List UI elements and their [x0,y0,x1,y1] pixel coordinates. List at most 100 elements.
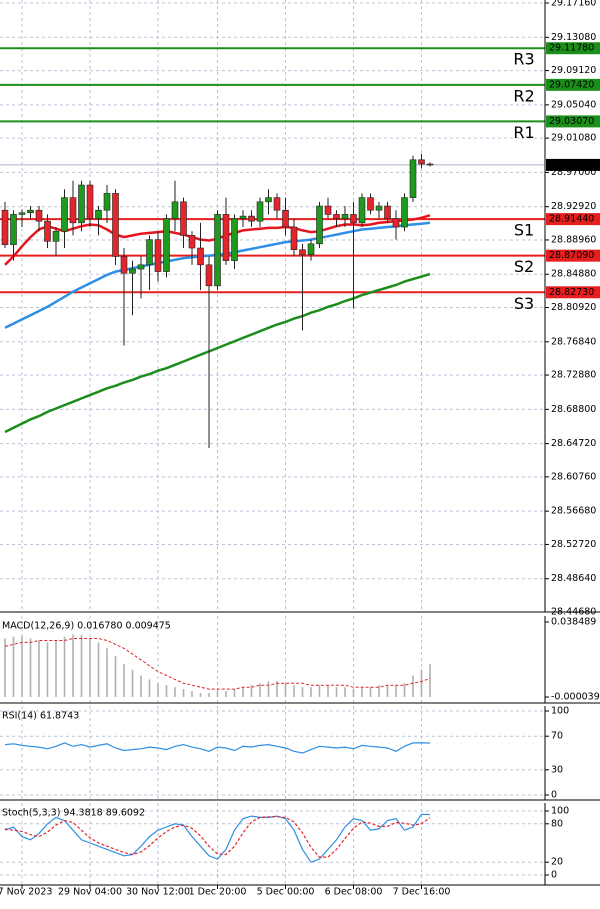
candle-body [418,159,425,165]
candle-body [112,193,119,257]
macd-bar [293,685,295,697]
y-tick-label: 0.038489 [551,617,596,628]
macd-bar [29,638,32,697]
macd-bar [242,687,244,697]
panel-title: MACD(12,26,9) 0.016780 0.009475 [2,621,171,632]
macd-bar [250,685,253,697]
candle-body [358,197,366,224]
y-tick-label: 100 [551,706,569,717]
level-price-box [546,42,600,55]
x-tick-label: 30 Nov 12:00 [126,887,190,898]
candle-body [426,163,434,166]
candle-body [231,218,238,261]
candle-body [265,197,272,203]
macd-bar [395,685,397,697]
macd-bar [361,687,363,697]
macd-bar [284,683,287,697]
y-tick-label: 28.72880 [551,370,596,381]
macd-bar [378,685,380,697]
candle-body [154,239,162,272]
x-tick-label: 6 Dec 08:00 [325,887,383,898]
y-tick-label: 28.76840 [551,336,596,347]
candle-body [18,212,26,215]
level-name: R2 [513,86,534,105]
level-price-label: 28.82730 [549,287,594,298]
candle-body [307,243,315,256]
y-tick-label: 20 [551,857,563,868]
level-price-label: 29.03070 [549,116,594,127]
macd-bar [38,640,40,697]
y-tick-label: 29.17160 [551,0,596,9]
macd-bar [301,687,304,697]
level-name: S3 [514,294,534,313]
candle-body [290,226,298,251]
y-tick-label: 28.92920 [551,201,596,212]
y-tick-label: 29.13080 [551,32,596,43]
y-tick-label: 28.80920 [551,302,596,313]
candle-body [392,218,400,228]
macd-bar [46,642,49,697]
candle-body [273,197,281,211]
level-price-box [546,286,600,299]
y-tick-label: 70 [551,731,563,742]
y-tick-label: 100 [551,806,569,817]
macd-bar [369,687,372,697]
y-tick-label: 28.48640 [551,573,596,584]
level-price-label: 29.11780 [549,43,594,54]
level-name: R1 [513,123,534,142]
candle-body [248,215,255,222]
macd-bar [208,693,210,697]
candle-body [61,197,68,232]
candle-body [299,249,306,256]
macd-bar [420,669,423,697]
macd-bar [191,691,193,697]
candle-body [239,215,247,219]
y-tick-label: 29.05040 [551,99,596,110]
x-tick-label: 5 Dec 00:00 [257,887,315,898]
candle-body [222,214,230,261]
candle-body [86,184,94,219]
y-tick-label: 28.88960 [551,234,596,245]
macd-bar [352,689,355,697]
candle-body [52,230,60,242]
macd-bar [72,634,74,697]
macd-bar [310,687,312,697]
candle-body [103,193,111,211]
macd-bar [216,691,219,697]
panel-title: RSI(14) 61.8743 [2,711,79,722]
macd-bar [174,687,176,697]
y-tick-label: 28.97000 [551,167,596,178]
x-tick-label: 7 Dec 16:00 [393,887,451,898]
candle-body [163,218,170,272]
macd-bar [327,685,329,697]
macd-bar [97,642,100,697]
y-tick-label: 28.60760 [551,471,596,482]
level-name: S1 [514,221,534,240]
candle-body [367,197,374,211]
candle-body [69,197,77,224]
last-price-label: 28.97893 [549,159,594,170]
macd-signal [4,638,431,690]
level-name: R3 [513,50,534,69]
macd-bar [55,640,57,697]
macd-bar [157,683,159,697]
indicator-line [4,742,431,754]
candle-body [409,159,417,198]
level-price-label: 29.07420 [549,79,594,90]
macd-bar [429,664,431,697]
level-name: S2 [514,257,534,276]
candle-body [282,209,289,228]
last-price-box [546,158,600,171]
candle-body [95,209,102,219]
candle-body [188,235,196,249]
macd-bar [148,679,151,697]
macd-bar [63,636,66,697]
y-tick-label: 29.09120 [551,65,596,76]
candle-body [350,214,357,224]
candle-body [171,201,179,219]
candle-body [137,264,145,270]
candle-body [27,209,34,214]
candle-body [197,247,204,266]
candle-body [401,197,408,228]
level-price-label: 28.91440 [549,214,594,225]
